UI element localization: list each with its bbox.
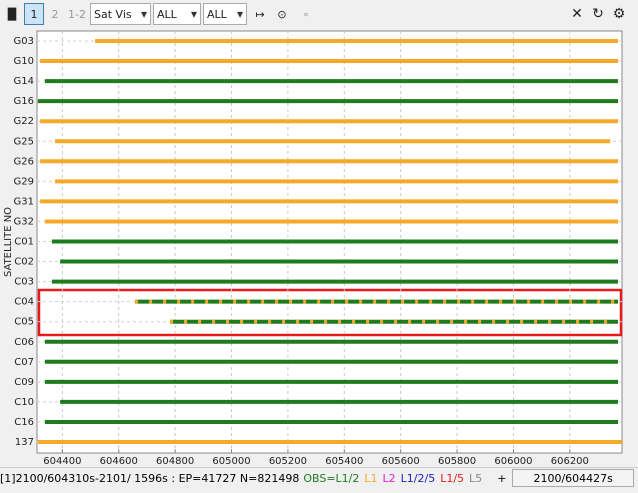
x-tick-label: 604600 (100, 456, 138, 467)
y-tick-label: G29 (14, 176, 34, 187)
y-tick-label: G26 (14, 156, 34, 167)
page-button[interactable]: 2 (51, 7, 59, 21)
status-legend: OBS=L1/2 L1 L2 L1/2/5 L1/5 L5 (303, 472, 487, 485)
x-tick-label: 605600 (382, 456, 420, 467)
y-tick-label: C03 (14, 277, 34, 288)
y-tick-label: C10 (14, 397, 34, 408)
settings-button[interactable]: ⚙ (612, 6, 626, 22)
highlight-box (37, 288, 623, 337)
close-button[interactable]: ✕ (571, 6, 583, 22)
y-tick-label: G03 (14, 36, 34, 47)
y-tick-label: C01 (14, 237, 34, 248)
y-tick-label: G10 (14, 56, 34, 67)
y-tick-label: C04 (14, 297, 34, 308)
y-tick-label: 137 (15, 437, 34, 448)
chart: SATELLITE NO 604400 604600 604800 605000 605… (3, 30, 623, 467)
plot-type-select[interactable]: Sat Vis (90, 3, 151, 25)
legend-entry: L5 (469, 471, 483, 485)
x-tick-label: 606000 (494, 456, 532, 467)
page-button[interactable]: 1-2 (68, 7, 86, 21)
x-tick-label: 604400 (43, 456, 81, 467)
y-tick-label: C09 (14, 377, 34, 388)
y-tick-label: C06 (14, 337, 34, 348)
legend-entry: L1 (364, 471, 378, 485)
y-tick-label: G25 (14, 136, 34, 147)
page-button[interactable]: 1 (24, 3, 44, 25)
y-tick-label: G31 (14, 196, 34, 207)
legend-entry: OBS=L1/2 (303, 471, 360, 485)
x-tick-label: 605000 (212, 456, 250, 467)
toolbar-icon[interactable]: ▐▌ (3, 7, 21, 21)
y-tick-label: C16 (14, 417, 34, 428)
y-tick-label: G16 (14, 96, 34, 107)
y-tick-label: C02 (14, 257, 34, 268)
legend-entry: L2 (382, 471, 396, 485)
y-tick-label: C07 (14, 357, 34, 368)
legend-entry: L1/2/5 (400, 471, 436, 485)
sat-select[interactable]: ALL (153, 3, 201, 25)
x-tick-label: 605400 (325, 456, 363, 467)
reload-button[interactable]: ↻ (592, 6, 604, 22)
center-button[interactable]: ⊙ (277, 7, 287, 21)
y-tick-label: G32 (14, 216, 34, 227)
fit-button[interactable]: ↦ (255, 7, 265, 21)
status-plus: + (497, 471, 507, 485)
y-axis-label: SATELLITE NO (3, 207, 14, 277)
status-info: [1]2100/604310s-2101/ 1596s : EP=41727 N… (0, 471, 300, 485)
sat-select[interactable]: ALL (203, 3, 247, 25)
x-tick-label: 605800 (438, 456, 476, 467)
y-tick-label: G14 (14, 76, 34, 87)
status-bar: [1]2100/604310s-2101/ 1596s : EP=41727 N… (0, 467, 638, 488)
x-tick-label: 606200 (551, 456, 589, 467)
y-tick-label: G22 (14, 116, 34, 127)
point-button[interactable]: ∘ (302, 7, 310, 21)
x-tick-label: 605200 (269, 456, 307, 467)
status-time: 2100/604427s (512, 469, 634, 487)
x-tick-label: 604800 (156, 456, 194, 467)
legend-entry: L1/5 (440, 471, 465, 485)
y-tick-label: C05 (14, 317, 34, 328)
